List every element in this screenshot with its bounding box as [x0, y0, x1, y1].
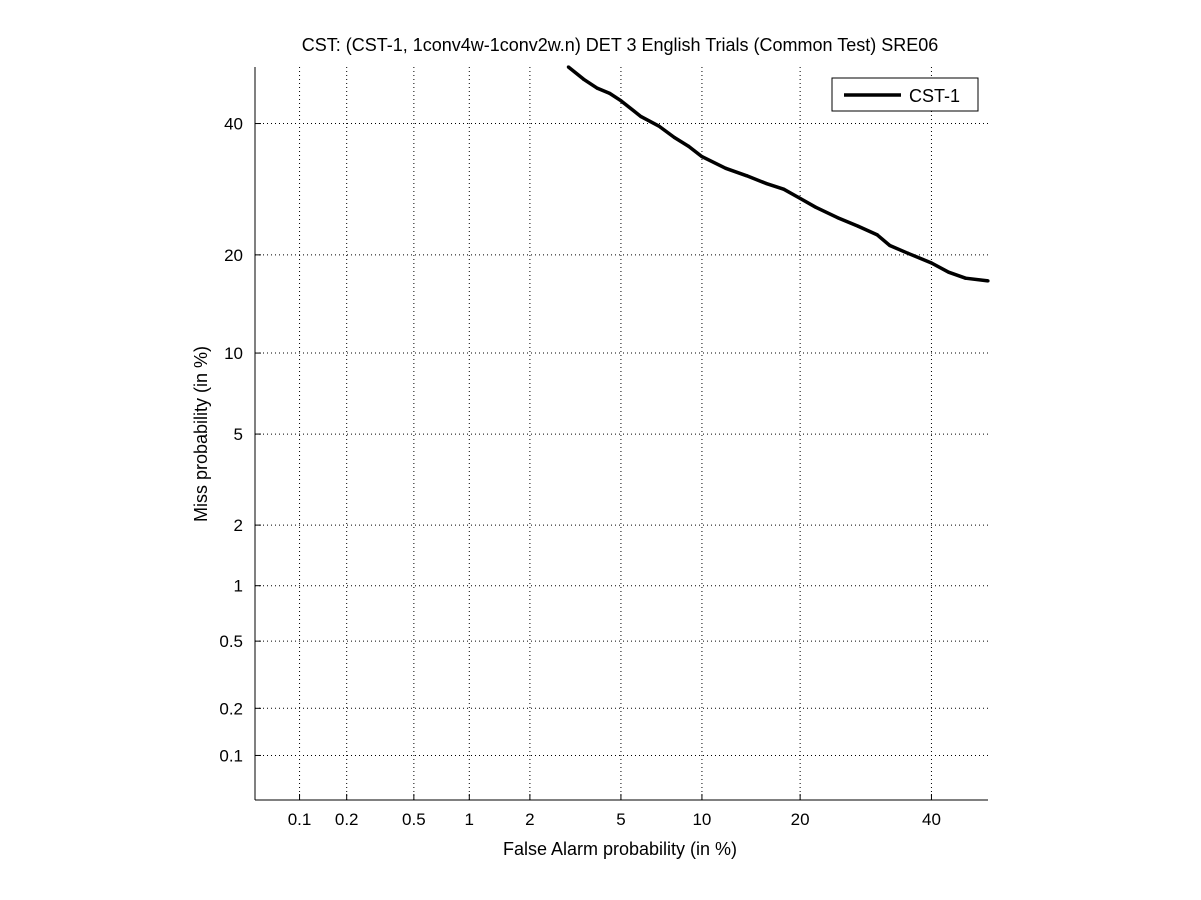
data-point-cst-1: [619, 99, 623, 103]
x-tick-label: 10: [692, 810, 711, 829]
y-tick-label: 0.1: [219, 746, 243, 765]
y-axis-label: Miss probability (in %): [191, 346, 211, 522]
data-point-cst-1: [657, 124, 661, 128]
x-tick-label: 5: [616, 810, 625, 829]
chart-title: CST: (CST-1, 1conv4w-1conv2w.n) DET 3 En…: [302, 35, 939, 55]
data-point-cst-1: [986, 279, 990, 283]
data-point-cst-1: [764, 181, 768, 186]
data-point-cst-1: [906, 251, 910, 255]
x-tick-label: 20: [791, 810, 810, 829]
data-point-cst-1: [724, 166, 728, 170]
data-point-cst-1: [929, 261, 934, 265]
data-point-cst-1: [700, 155, 704, 159]
data-point-cst-1: [745, 174, 749, 178]
data-point-cst-1: [888, 243, 892, 248]
data-point-cst-1: [608, 91, 612, 95]
data-point-cst-1: [639, 115, 643, 119]
legend: CST-1: [831, 77, 979, 112]
y-tick-label: 0.2: [219, 699, 243, 718]
series-layer: [566, 65, 990, 283]
x-tick-label: 0.2: [335, 810, 359, 829]
data-point-cst-1: [687, 144, 691, 149]
y-tick-label: 5: [234, 425, 243, 444]
data-point-cst-1: [835, 215, 840, 220]
data-point-cst-1: [947, 270, 951, 274]
x-tick-label: 1: [465, 810, 474, 829]
y-tick-label: 2: [234, 516, 243, 535]
data-point-cst-1: [814, 205, 818, 209]
data-point-cst-1: [566, 65, 570, 69]
x-tick-label: 0.1: [288, 810, 312, 829]
data-point-cst-1: [856, 224, 860, 228]
data-point-cst-1: [963, 276, 968, 280]
y-tick-label: 10: [224, 344, 243, 363]
plot-area: [255, 67, 988, 800]
x-tick-label: 0.5: [402, 810, 426, 829]
y-tick-label: 1: [234, 577, 243, 596]
x-axis-label: False Alarm probability (in %): [503, 839, 737, 859]
data-point-cst-1: [595, 86, 599, 90]
x-tick-label: 40: [922, 810, 941, 829]
y-axis-ticks: 0.1 0.2 0.5 1 2 5 10 20 40: [219, 115, 261, 765]
data-point-cst-1: [582, 77, 586, 81]
y-tick-label: 20: [224, 246, 243, 265]
y-tick-label: 0.5: [219, 632, 243, 651]
x-axis-ticks: 0.1 0.2 0.5 1 2 5 10 20 40: [288, 794, 941, 829]
data-point-cst-1: [782, 187, 786, 191]
legend-label-cst-1: CST-1: [909, 86, 960, 106]
data-point-cst-1: [798, 196, 802, 201]
y-tick-label: 40: [224, 115, 243, 134]
data-point-cst-1: [875, 233, 879, 237]
x-tick-label: 2: [525, 810, 534, 829]
data-point-cst-1: [672, 135, 676, 140]
